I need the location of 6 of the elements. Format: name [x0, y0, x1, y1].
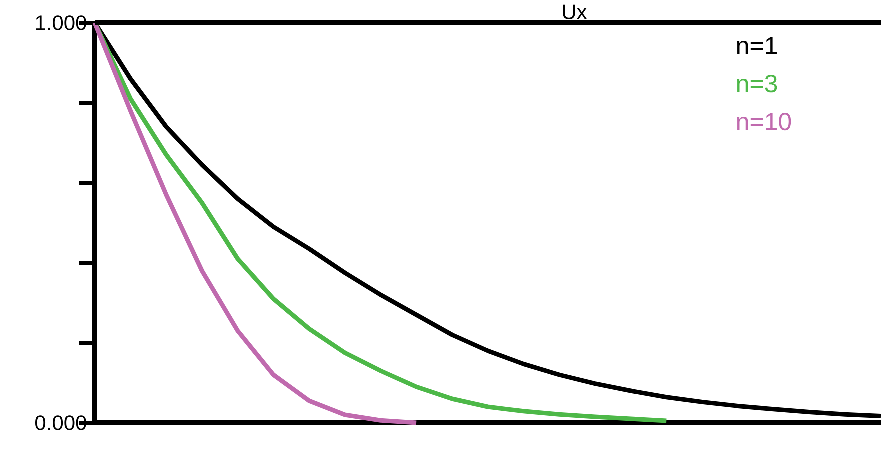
text: n=1 [737, 37, 777, 54]
text: n=3 [737, 74, 778, 93]
y-tick-label: 0.000 [36, 416, 86, 430]
y-tick-label: 1.000 [36, 16, 86, 30]
text: n=10 [737, 112, 792, 131]
chart-title: Ux [563, 4, 588, 20]
